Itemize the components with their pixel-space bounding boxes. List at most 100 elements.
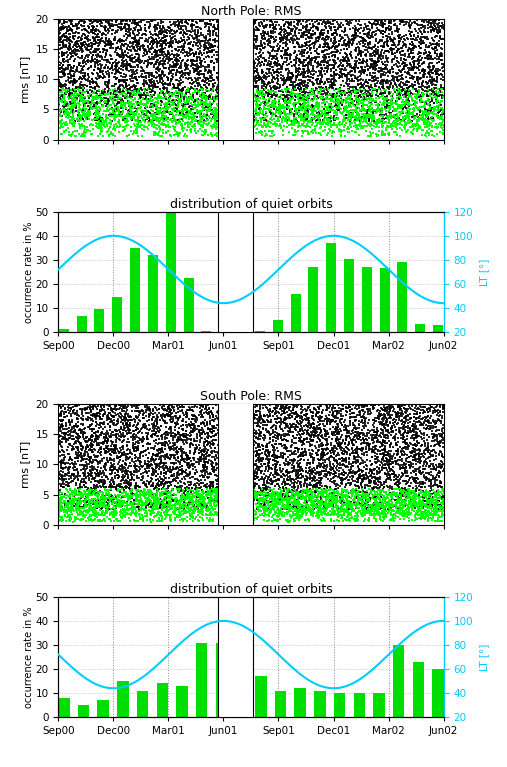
Point [308,125,316,137]
Point [259,452,267,464]
Point [271,35,279,47]
Point [205,496,213,509]
Point [268,74,276,87]
Point [97,509,105,521]
Point [145,31,153,44]
Point [311,488,319,500]
Point [379,81,387,94]
Point [85,113,93,125]
Point [94,71,102,83]
Point [156,424,164,436]
Point [267,14,275,26]
Point [96,499,104,511]
Point [416,410,424,423]
Point [151,110,159,123]
Point [411,99,419,111]
Point [346,499,354,512]
Point [147,28,155,41]
Point [363,446,371,458]
Point [64,61,72,73]
Point [388,512,396,525]
Point [387,110,395,123]
Point [423,32,431,44]
Point [265,495,273,507]
Point [87,408,95,420]
Point [347,90,355,102]
Point [333,492,341,504]
Point [266,99,274,111]
Point [78,476,86,489]
Point [423,457,431,469]
Point [174,35,183,48]
Point [139,114,147,127]
Point [428,85,436,97]
Point [123,500,131,512]
Point [438,434,446,446]
Point [391,97,400,109]
Point [189,505,197,518]
Point [85,494,93,506]
Point [354,102,363,114]
Point [184,116,192,128]
Point [285,18,293,30]
Point [351,112,359,124]
Point [167,449,175,461]
Point [154,425,162,437]
Point [393,23,401,35]
Point [207,492,215,504]
Point [342,461,350,473]
Point [404,427,412,439]
Point [172,100,180,113]
Point [95,91,103,103]
Point [265,463,273,475]
Point [91,426,99,439]
Point [67,497,75,509]
Point [94,467,102,479]
Point [430,25,438,37]
Point [438,495,446,508]
Point [198,493,206,505]
Point [135,501,143,513]
Point [107,118,115,130]
Point [303,118,311,130]
Point [291,21,299,33]
Point [418,495,426,507]
Point [355,70,364,82]
Point [341,101,349,114]
Point [430,402,439,414]
Point [390,15,398,27]
Point [75,16,83,28]
Point [388,55,396,67]
Point [138,497,147,509]
Point [200,91,208,103]
Point [260,100,268,113]
Point [431,417,440,430]
Point [183,446,191,459]
Point [189,32,197,44]
Point [319,432,327,444]
Point [174,92,183,104]
Point [271,58,279,70]
Point [129,15,137,27]
Point [196,498,204,510]
Point [204,423,212,435]
Point [251,455,260,467]
Point [417,448,425,460]
Point [102,452,111,464]
Point [190,499,198,511]
Point [197,502,205,514]
Point [331,92,339,104]
Point [427,457,436,469]
Point [146,495,154,507]
Point [297,435,305,447]
Point [365,440,373,453]
Point [90,46,98,58]
Point [128,99,136,111]
Point [327,447,335,459]
Point [209,74,217,86]
Point [148,99,156,111]
Point [308,463,316,476]
Point [256,414,264,426]
Point [162,436,170,448]
Point [398,410,406,422]
